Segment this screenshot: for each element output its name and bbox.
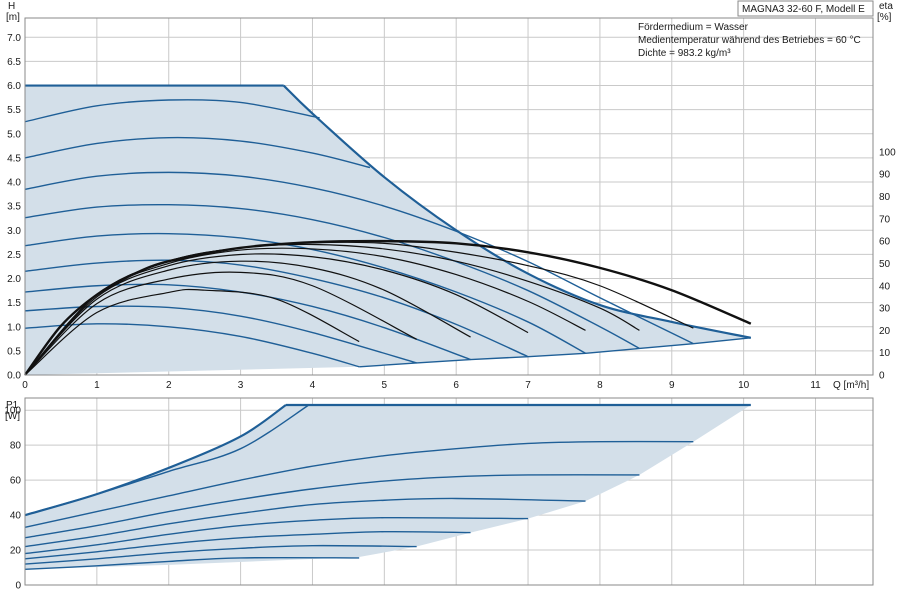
power-speed-curve — [24, 516, 529, 555]
head-speed-curve — [24, 136, 371, 169]
head-y-tick-label: 3.5 — [7, 202, 21, 213]
eta-curve — [24, 271, 417, 376]
chart-title: MAGNA3 32-60 F, Modell E — [742, 4, 865, 15]
power-y-tick-label: 0 — [15, 581, 21, 592]
power-y-tick-label: 80 — [10, 441, 22, 452]
x-tick-label: 2 — [166, 380, 172, 391]
info-line-density: Dichte = 983.2 kg/m³ — [638, 48, 731, 59]
power-max-curve — [24, 404, 287, 517]
head-speed-curve — [24, 323, 360, 368]
power-operating-region — [25, 404, 751, 570]
eta-tick-label: 80 — [879, 192, 891, 203]
eta-axis-unit: [%] — [877, 12, 892, 23]
head-speed-curve — [24, 203, 640, 350]
head-y-tick-label: 7.0 — [7, 33, 21, 44]
power-y-tick-label: 60 — [10, 476, 22, 487]
x-tick-label: 10 — [738, 380, 750, 391]
eta-tick-label: 50 — [879, 259, 891, 270]
eta-curve — [24, 288, 360, 376]
power-speed-curve — [24, 530, 471, 560]
tick-labels: 0 1 2 3 4 5 6 7 8 9 10 11 0.0 0.5 1.0 1.5 2.0 2.5 3.0 3.5 4.… — [4, 33, 896, 592]
power-speed-curve — [24, 474, 640, 539]
head-operating-region — [25, 85, 751, 375]
power-speed-curve — [24, 440, 694, 529]
power-speed-curve — [24, 544, 417, 565]
x-tick-label: 8 — [597, 380, 603, 391]
x-tick-label: 4 — [310, 380, 316, 391]
x-tick-label: 1 — [94, 380, 100, 391]
eta-tick-label: 70 — [879, 214, 891, 225]
power-y-tick-label: 20 — [10, 546, 22, 557]
title-box — [737, 0, 874, 17]
power-axis-label: P1 — [6, 400, 19, 411]
eta-axis-label: eta — [879, 1, 893, 12]
eta-tick-label: 20 — [879, 326, 891, 337]
x-tick-label: 0 — [22, 380, 28, 391]
eta-tick-label: 100 — [879, 147, 896, 158]
power-speed-curve — [24, 556, 360, 570]
head-y-tick-label: 4.5 — [7, 153, 21, 164]
head-y-tick-label: 5.0 — [7, 129, 21, 140]
head-y-tick-label: 1.5 — [7, 298, 21, 309]
power-axis-unit: [W] — [5, 411, 20, 422]
eta-curve — [24, 253, 529, 376]
head-y-tick-label: 0.5 — [7, 346, 21, 357]
power-y-tick-label: 100 — [4, 406, 21, 417]
power-speed-curve — [24, 497, 586, 548]
x-tick-label: 9 — [669, 380, 675, 391]
x-tick-label: 3 — [238, 380, 244, 391]
eta-tick-label: 0 — [879, 371, 885, 382]
head-y-tick-label: 2.0 — [7, 274, 21, 285]
head-plot-frame — [24, 17, 874, 376]
head-speed-curve — [24, 232, 586, 354]
eta-tick-label: 30 — [879, 304, 891, 315]
head-y-tick-label: 5.5 — [7, 105, 21, 116]
eta-max-curve — [24, 239, 752, 376]
x-tick-label: 5 — [382, 380, 388, 391]
eta-curve — [24, 260, 471, 376]
x-tick-label: 6 — [453, 380, 459, 391]
head-speed-curve — [24, 259, 529, 358]
head-min-boundary — [359, 337, 751, 368]
eta-tick-label: 10 — [879, 348, 891, 359]
head-axis-label: H — [8, 1, 15, 12]
x-tick-label: 11 — [810, 380, 821, 391]
head-y-tick-label: 1.0 — [7, 322, 21, 333]
curves — [24, 84, 752, 570]
x-tick-label: 7 — [525, 380, 531, 391]
head-speed-curve — [24, 99, 320, 123]
power-plot-frame — [24, 397, 874, 586]
operating-regions — [25, 85, 751, 570]
head-max-curve — [282, 84, 752, 339]
head-y-tick-label: 2.5 — [7, 250, 21, 261]
eta-tick-label: 40 — [879, 281, 891, 292]
info-line-medium: Fördermedium = Wasser — [638, 22, 749, 33]
info-line-temperature: Medientemperatur während des Betriebes =… — [638, 35, 861, 46]
head-axis-unit: [m] — [6, 12, 20, 23]
head-speed-curve — [24, 171, 694, 345]
head-y-tick-label: 3.0 — [7, 226, 21, 237]
eta-tick-label: 60 — [879, 237, 891, 248]
power-y-tick-label: 40 — [10, 511, 22, 522]
head-y-tick-label: 6.0 — [7, 81, 21, 92]
flow-axis-label: Q [m³/h] — [833, 380, 869, 391]
head-y-tick-label: 4.0 — [7, 178, 21, 189]
head-y-tick-label: 0.0 — [7, 371, 21, 382]
eta-tick-label: 90 — [879, 170, 891, 181]
head-y-tick-label: 6.5 — [7, 57, 21, 68]
